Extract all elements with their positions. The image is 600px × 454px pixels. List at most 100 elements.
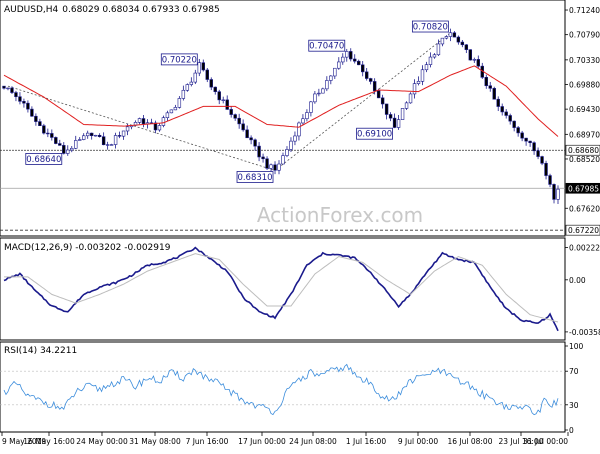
candle	[225, 95, 229, 110]
macd-tick-label: -0.00358	[569, 328, 600, 337]
price-tick-label: 0.67620	[569, 204, 600, 213]
candle-body	[309, 101, 313, 113]
candle	[500, 103, 504, 116]
candle-body	[217, 91, 221, 101]
candle-body	[265, 158, 269, 169]
time-tick-label: 31 Jul 00:00	[523, 437, 568, 446]
candle-body	[544, 162, 548, 176]
candle	[58, 139, 62, 146]
candle	[261, 153, 265, 163]
rsi-tick-label: 30	[569, 401, 579, 410]
candle	[257, 142, 261, 162]
candle-body	[245, 129, 249, 139]
candle-body	[448, 32, 453, 37]
candle-body	[464, 44, 469, 50]
swing-label-box	[160, 53, 198, 66]
candle-body	[153, 122, 158, 131]
candle-body	[476, 59, 480, 67]
candle	[420, 65, 425, 86]
candle	[392, 113, 397, 129]
candle-body	[58, 143, 62, 146]
candle	[345, 48, 349, 62]
swing-label-text: 0.70820	[413, 23, 448, 33]
candle	[400, 108, 405, 120]
candle	[368, 77, 373, 85]
candle	[444, 35, 449, 40]
candle	[309, 100, 313, 117]
candle-body	[113, 135, 118, 145]
candle	[293, 131, 297, 146]
candle-body	[392, 117, 397, 128]
level-price-box	[565, 144, 600, 156]
candle-body	[18, 96, 22, 102]
candle	[301, 114, 305, 125]
candle	[137, 117, 142, 125]
candle-body	[225, 99, 229, 110]
candle-body	[552, 184, 556, 200]
candle-body	[137, 118, 142, 123]
candle	[508, 113, 512, 125]
candle-body	[364, 71, 369, 79]
candle-body	[420, 69, 425, 82]
candle-body	[357, 60, 361, 66]
candle	[321, 87, 325, 94]
candle	[161, 115, 166, 128]
level-price-label: 0.67985	[568, 184, 599, 193]
candle	[349, 48, 353, 62]
rsi-lines	[0, 363, 565, 416]
candle-body	[293, 135, 297, 142]
candle	[85, 130, 90, 139]
candle-body	[361, 64, 365, 73]
candle-body	[556, 188, 560, 200]
trendline	[7, 85, 276, 171]
candle	[524, 137, 528, 146]
ma-line	[3, 65, 559, 137]
candle	[388, 112, 393, 122]
candle	[496, 96, 500, 112]
candle-body	[388, 114, 393, 119]
candle-body	[400, 108, 405, 120]
swing-label-text: 0.68310	[237, 173, 272, 183]
signal-line	[4, 253, 559, 323]
candle-body	[269, 164, 273, 169]
candle	[34, 113, 38, 126]
swing-annotations: 0.68640 0.70220 0.68310 0.70470 0.69100 0.708…	[25, 20, 449, 183]
candle	[233, 113, 237, 121]
candle-body	[261, 156, 265, 160]
candle-body	[169, 109, 174, 114]
candle	[456, 35, 461, 45]
candle-body	[472, 59, 477, 61]
candle	[121, 130, 126, 140]
candle-body	[197, 62, 201, 74]
candle-body	[177, 98, 182, 108]
candle-body	[157, 125, 162, 131]
candle-body	[209, 79, 213, 88]
candle	[10, 86, 14, 95]
candle	[520, 130, 524, 142]
candle	[384, 103, 389, 120]
candle	[536, 147, 540, 160]
candle-body	[105, 144, 110, 146]
level-price-box	[565, 224, 600, 236]
candle-body	[50, 133, 54, 138]
candle	[325, 76, 329, 92]
candle	[464, 44, 469, 54]
candle-body	[62, 145, 66, 154]
candle-body	[237, 117, 241, 125]
time-tick-label: 16 May 16:00	[23, 437, 75, 446]
swing-label-box	[356, 127, 393, 140]
candle-body	[125, 126, 130, 132]
candle-body	[305, 112, 309, 120]
candle-body	[121, 130, 126, 137]
candle-body	[117, 135, 122, 137]
candle-body	[82, 135, 86, 140]
swing-label-text: 0.70220	[162, 55, 197, 65]
candle-body	[201, 62, 205, 71]
candle-body	[249, 137, 253, 141]
watermark-text: ActionForex.com	[257, 203, 423, 227]
candle-body	[181, 89, 186, 99]
candle	[424, 61, 429, 73]
candle-body	[440, 37, 445, 45]
candle	[528, 140, 532, 147]
